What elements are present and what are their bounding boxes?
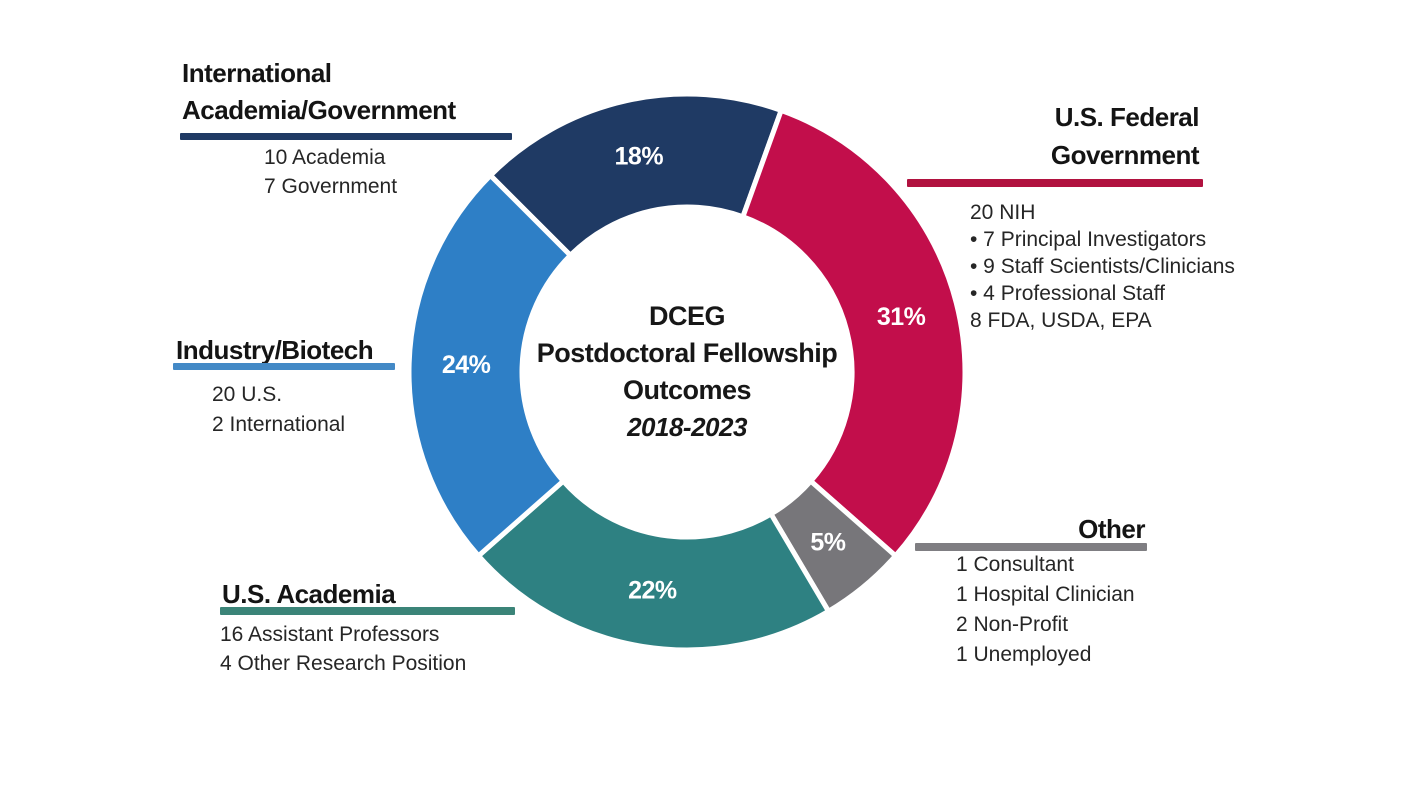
detail-line: 1 Hospital Clinician (956, 583, 1135, 606)
center-title-line1: DCEG (648, 301, 726, 331)
callout-academia-underline (220, 607, 515, 615)
callout-international-details: 10 Academia 7 Government (264, 143, 397, 201)
detail-line: 2 International (212, 413, 346, 436)
callout-federal-heading-line1: U.S. Federal (1054, 102, 1200, 132)
callout-international-underline (180, 133, 512, 140)
callout-other-details: 1 Consultant 1 Hospital Clinician 2 Non-… (956, 550, 1135, 670)
center-title-line2: Postdoctoral Fellowship (536, 338, 838, 368)
detail-line: 1 Unemployed (956, 643, 1092, 666)
center-title-line3: Outcomes (622, 375, 752, 405)
donut-pct-label-us-federal-government: 31% (877, 303, 926, 331)
callout-industry-underline (173, 363, 395, 370)
detail-line: • 9 Staff Scientists/Clinicians (970, 255, 1235, 278)
callout-federal-details: 20 NIH • 7 Principal Investigators • 9 S… (970, 199, 1235, 334)
callout-federal-heading-line2: Government (1050, 140, 1200, 170)
callout-international-heading-line1: International (182, 58, 332, 88)
donut-pct-label-industry-biotech: 24% (442, 351, 491, 379)
donut-segment-us-federal-government (740, 107, 968, 559)
callout-academia-heading: U.S. Academia (222, 579, 396, 609)
callout-industry-heading: Industry/Biotech (176, 335, 374, 365)
detail-line: 4 Other Research Position (220, 652, 467, 675)
donut-segment-us-academia (475, 478, 832, 653)
detail-line: 20 NIH (970, 201, 1036, 224)
detail-line: 7 Government (264, 175, 398, 198)
donut-pct-label-international-academia-government: 18% (615, 142, 664, 170)
donut-pct-label-us-academia: 22% (628, 576, 677, 604)
detail-line: 16 Assistant Professors (220, 623, 440, 646)
donut-pct-label-other: 5% (810, 528, 845, 556)
callout-federal-heading: U.S. Federal Government (907, 98, 1200, 174)
detail-line: 1 Consultant (956, 553, 1074, 576)
donut-segment-industry-biotech (406, 172, 573, 559)
detail-line: • 4 Professional Staff (970, 282, 1165, 305)
donut-segment-international-academia-government (487, 91, 784, 258)
detail-line: • 7 Principal Investigators (970, 228, 1207, 251)
callout-other-underline (915, 543, 1147, 551)
detail-line: 2 Non-Profit (956, 613, 1069, 636)
callout-academia-details: 16 Assistant Professors 4 Other Research… (220, 620, 466, 678)
donut-center-title: DCEG Postdoctoral Fellowship Outcomes 20… (507, 298, 867, 446)
callout-federal-underline (907, 179, 1203, 187)
center-title-years: 2018-2023 (627, 412, 747, 442)
detail-line: 8 FDA, USDA, EPA (970, 309, 1152, 332)
callout-industry-details: 20 U.S. 2 International (212, 380, 345, 440)
callout-international-heading: International Academia/Government (182, 55, 456, 129)
detail-line: 20 U.S. (212, 383, 283, 406)
detail-line: 10 Academia (264, 146, 386, 169)
callout-other-heading: Other (1078, 514, 1145, 544)
callout-international-heading-line2: Academia/Government (182, 95, 456, 125)
